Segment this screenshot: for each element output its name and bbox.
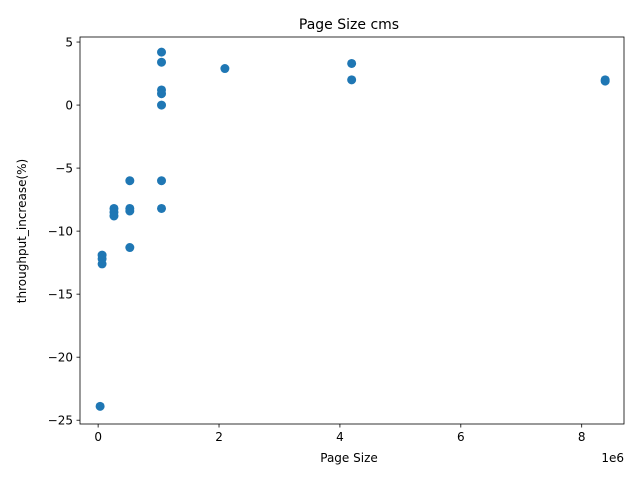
data-point [347, 58, 357, 68]
data-point [125, 243, 135, 253]
y-tick-label: −5 [55, 162, 73, 176]
x-tick-label: 0 [94, 430, 102, 444]
data-point [157, 47, 167, 57]
x-axis-offset-label: 1e6 [601, 451, 624, 465]
data-point [157, 57, 167, 67]
data-point [157, 89, 167, 99]
y-tick-label: 0 [65, 99, 73, 113]
y-tick-label: −20 [48, 351, 73, 365]
y-tick-label: −10 [48, 225, 73, 239]
x-tick-label: 8 [578, 430, 586, 444]
data-point [95, 401, 105, 411]
y-axis-label: throughput_increase(%) [15, 159, 29, 303]
plot-area [79, 36, 625, 425]
chart-title: Page Size cms [299, 17, 399, 33]
y-tick-label: −15 [48, 288, 73, 302]
data-point [600, 76, 610, 86]
x-tick-label: 6 [457, 430, 465, 444]
y-tick-label: −25 [48, 414, 73, 428]
data-point [157, 176, 167, 186]
data-point [347, 75, 357, 85]
data-point [97, 259, 107, 269]
data-point [157, 203, 167, 213]
x-tick-label: 4 [336, 430, 344, 444]
data-point [157, 100, 167, 110]
y-axis-ticks: 5 0 −5 −10 −15 −20 −25 [48, 36, 80, 428]
data-point [125, 206, 135, 216]
data-point [220, 64, 230, 74]
data-point [109, 211, 119, 221]
data-point [125, 176, 135, 186]
x-tick-label: 2 [215, 430, 223, 444]
x-axis-label: Page Size [320, 451, 378, 465]
x-axis-ticks: 0 2 4 6 8 [94, 424, 586, 444]
y-tick-label: 5 [65, 36, 73, 50]
axes-frame [79, 36, 625, 425]
